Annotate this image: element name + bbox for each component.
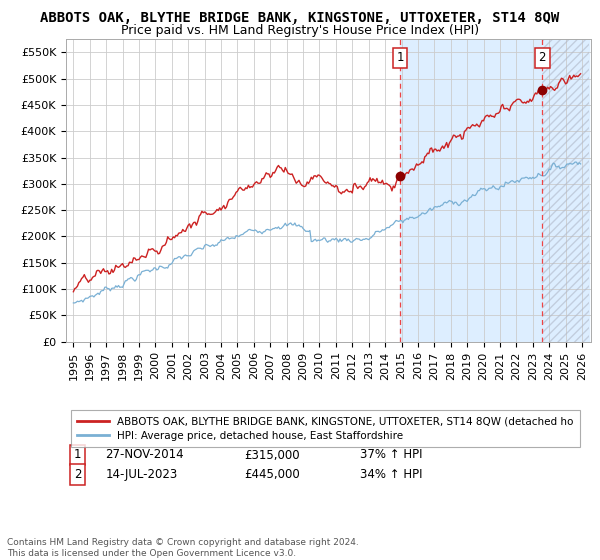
- Bar: [542, 39, 589, 342]
- Text: 34% ↑ HPI: 34% ↑ HPI: [360, 468, 422, 481]
- Text: 37% ↑ HPI: 37% ↑ HPI: [360, 449, 422, 461]
- Text: Contains HM Land Registry data © Crown copyright and database right 2024.
This d: Contains HM Land Registry data © Crown c…: [7, 538, 359, 558]
- Text: ABBOTS OAK, BLYTHE BRIDGE BANK, KINGSTONE, UTTOXETER, ST14 8QW: ABBOTS OAK, BLYTHE BRIDGE BANK, KINGSTON…: [40, 11, 560, 25]
- Text: £445,000: £445,000: [245, 468, 300, 481]
- Legend: ABBOTS OAK, BLYTHE BRIDGE BANK, KINGSTONE, UTTOXETER, ST14 8QW (detached ho, HPI: ABBOTS OAK, BLYTHE BRIDGE BANK, KINGSTON…: [71, 410, 580, 447]
- Text: 1: 1: [397, 51, 404, 64]
- Text: 1: 1: [74, 449, 82, 461]
- Text: 27-NOV-2014: 27-NOV-2014: [106, 449, 184, 461]
- Text: 2: 2: [539, 51, 546, 64]
- Text: Price paid vs. HM Land Registry's House Price Index (HPI): Price paid vs. HM Land Registry's House …: [121, 24, 479, 36]
- Text: £315,000: £315,000: [245, 449, 300, 461]
- Text: 2: 2: [74, 468, 82, 481]
- Bar: [400, 39, 589, 342]
- Text: 14-JUL-2023: 14-JUL-2023: [106, 468, 178, 481]
